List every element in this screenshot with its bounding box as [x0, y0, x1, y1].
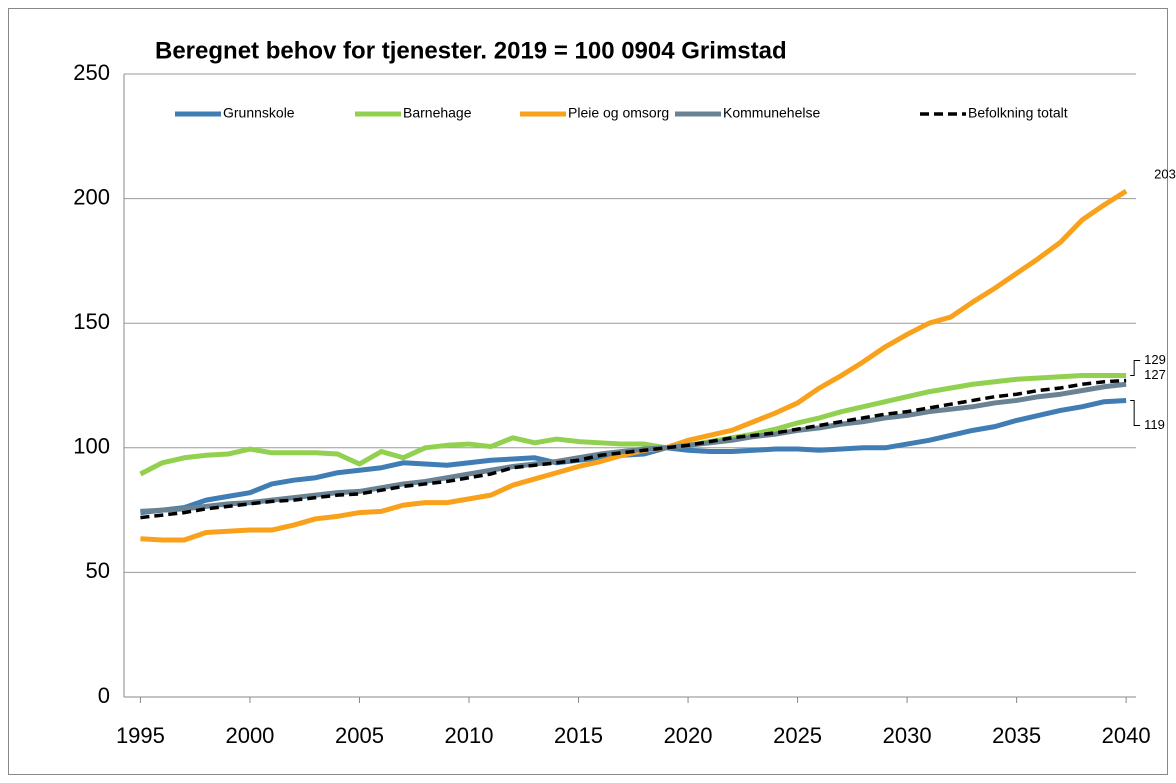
data-label: 129 [1144, 352, 1166, 367]
label-leader [1130, 360, 1141, 377]
y-tick-label: 250 [73, 60, 110, 85]
data-label: 119 [1144, 417, 1165, 432]
chart-title: Beregnet behov for tjenester. 2019 = 100… [155, 37, 787, 64]
x-tick-label: 1995 [116, 723, 165, 748]
y-tick-label: 100 [73, 434, 110, 459]
x-tick-label: 2020 [664, 723, 713, 748]
y-tick-label: 200 [73, 184, 110, 209]
label-leader [1130, 399, 1141, 426]
x-tick-label: 2025 [773, 723, 822, 748]
data-label: 127 [1144, 367, 1166, 382]
series-line [140, 378, 1127, 520]
x-tick-label: 2005 [335, 723, 384, 748]
chart-border [8, 8, 1168, 775]
x-tick-label: 2010 [445, 723, 494, 748]
legend-label: Grunnskole [223, 105, 295, 121]
series-line [139, 373, 1127, 477]
legend-label: Befolkning totalt [968, 105, 1068, 121]
x-tick-label: 2000 [225, 723, 274, 748]
x-tick-label: 2040 [1102, 723, 1151, 748]
y-tick-label: 0 [98, 683, 110, 708]
y-tick-label: 50 [86, 558, 110, 583]
legend-label: Kommunehelse [723, 105, 820, 121]
legend-label: Barnehage [403, 105, 472, 121]
data-label: 203 [1154, 167, 1176, 182]
x-tick-label: 2035 [992, 723, 1041, 748]
legend-label: Pleie og omsorg [568, 105, 669, 121]
x-tick-label: 2030 [883, 723, 932, 748]
x-tick-label: 2015 [554, 723, 603, 748]
y-tick-label: 150 [73, 309, 110, 334]
